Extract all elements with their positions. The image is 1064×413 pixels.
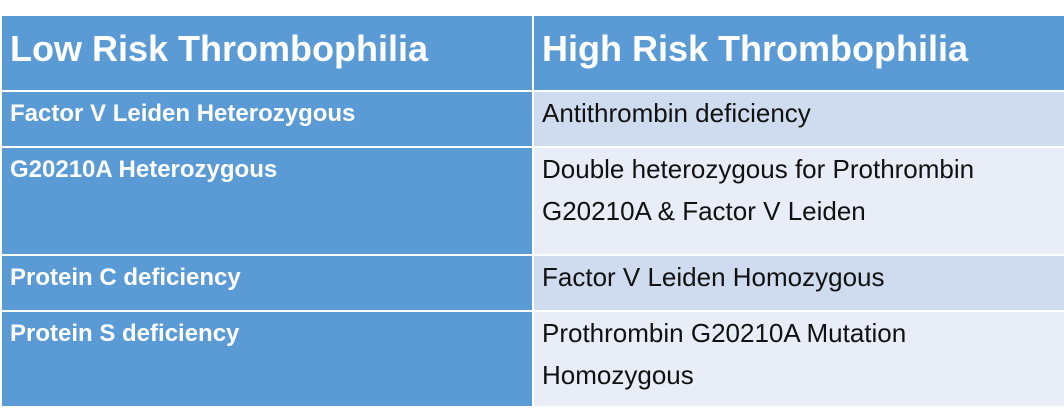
header-cell: High Risk Thrombophilia (532, 14, 1064, 92)
table-row: Protein C deficiency Factor V Leiden Homo… (0, 254, 1064, 312)
low-risk-cell: Protein S deficiency (0, 310, 534, 408)
table-row: Protein S deficiency Prothrombin G20210A … (0, 310, 1064, 408)
high-risk-cell: Factor V Leiden Homozygous (532, 254, 1064, 312)
low-risk-cell: G20210A Heterozygous (0, 146, 534, 256)
table-body: Factor V Leiden Heterozygous Antithrombin… (0, 90, 1064, 408)
high-risk-cell: Antithrombin deficiency (532, 90, 1064, 148)
risk-table: Low Risk Thrombophilia High Risk Thrombo… (0, 14, 1064, 408)
header-row: Low Risk Thrombophilia High Risk Thrombo… (0, 14, 1064, 92)
table-row: Factor V Leiden Heterozygous Antithrombin… (0, 90, 1064, 148)
low-risk-cell: Factor V Leiden Heterozygous (0, 90, 534, 148)
high-risk-cell: Double heterozygous for Prothrombin G202… (532, 146, 1064, 256)
table-row: G20210A Heterozygous Double heterozygous … (0, 146, 1064, 256)
low-risk-cell: Protein C deficiency (0, 254, 534, 312)
header-cell: Low Risk Thrombophilia (0, 14, 534, 92)
high-risk-cell: Prothrombin G20210A Mutation Homozygous (532, 310, 1064, 408)
